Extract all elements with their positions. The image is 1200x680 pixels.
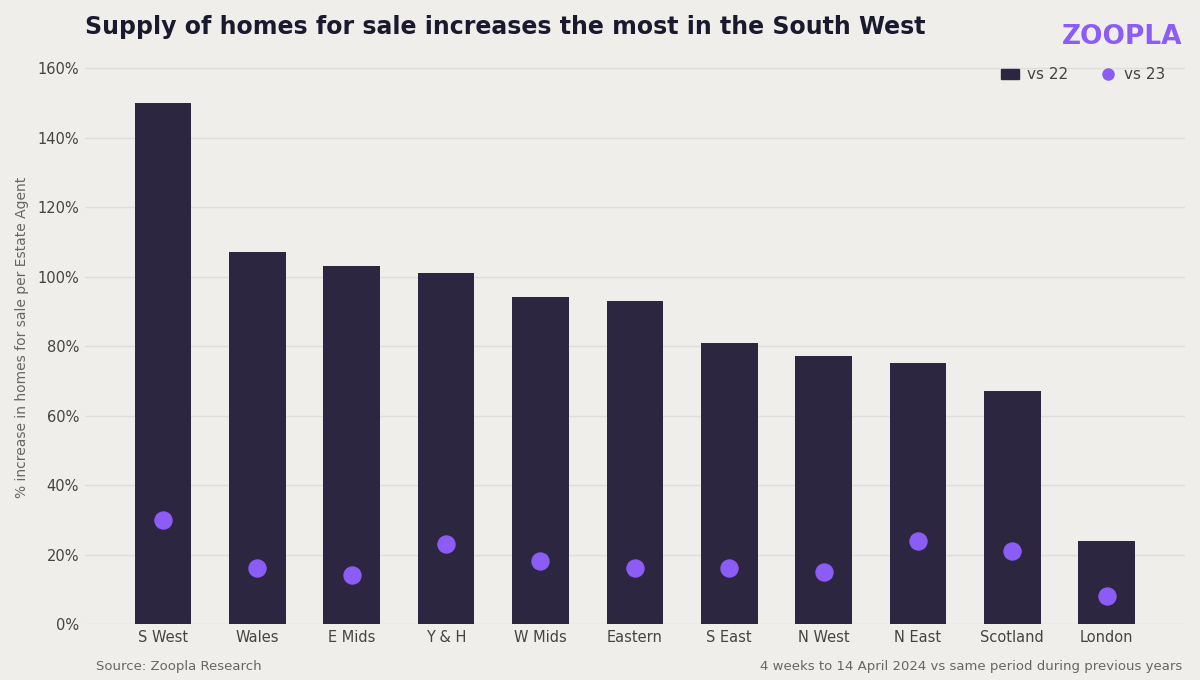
- Bar: [418, 273, 474, 624]
- Text: 4 weeks to 14 April 2024 vs same period during previous years: 4 weeks to 14 April 2024 vs same period …: [760, 660, 1182, 673]
- Bar: [134, 103, 191, 624]
- Bar: [889, 363, 947, 624]
- Point: [814, 566, 833, 577]
- Legend: vs 22, vs 23: vs 22, vs 23: [995, 61, 1172, 88]
- Point: [1097, 591, 1116, 602]
- Text: ZOOPLA: ZOOPLA: [1062, 24, 1182, 50]
- Bar: [1079, 541, 1135, 624]
- Point: [1003, 545, 1022, 556]
- Point: [342, 570, 361, 581]
- Point: [625, 563, 644, 574]
- Point: [247, 563, 266, 574]
- Bar: [323, 266, 380, 624]
- Point: [908, 535, 928, 546]
- Text: Source: Zoopla Research: Source: Zoopla Research: [96, 660, 262, 673]
- Bar: [984, 391, 1040, 624]
- Point: [720, 563, 739, 574]
- Y-axis label: % increase in homes for sale per Estate Agent: % increase in homes for sale per Estate …: [14, 177, 29, 498]
- Bar: [796, 356, 852, 624]
- Point: [154, 514, 173, 525]
- Point: [530, 556, 550, 567]
- Bar: [512, 297, 569, 624]
- Point: [437, 539, 456, 549]
- Bar: [229, 252, 286, 624]
- Bar: [606, 301, 664, 624]
- Text: Supply of homes for sale increases the most in the South West: Supply of homes for sale increases the m…: [85, 15, 925, 39]
- Bar: [701, 343, 757, 624]
